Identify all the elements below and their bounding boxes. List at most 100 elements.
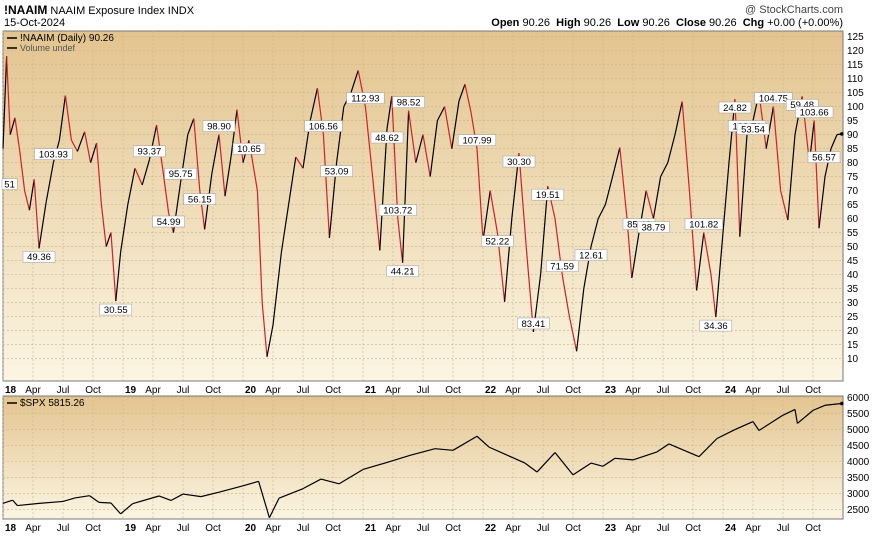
series-segment [105, 232, 112, 247]
series-segment [410, 448, 436, 456]
series-segment [488, 446, 508, 456]
series-segment [765, 106, 774, 149]
x-tick-label: Apr [385, 385, 401, 396]
series-segment [372, 176, 381, 251]
ohlc-readout: Open 90.26 High 90.26 Low 90.26 Close 90… [491, 17, 843, 29]
data-label: 19.51 [536, 190, 560, 201]
x-tick-label: 18 [5, 523, 17, 534]
data-label: 98.90 [207, 121, 231, 132]
legend-entry: Volume undef [20, 43, 76, 53]
series-segment [536, 452, 556, 473]
y-tick-label: 70 [847, 186, 859, 197]
y-tick-label: 90 [847, 130, 859, 141]
series-segment [660, 162, 669, 177]
data-label: 51 [4, 179, 15, 190]
series-segment [408, 110, 417, 163]
y-tick-label: 25 [847, 312, 859, 323]
series-segment [110, 232, 117, 302]
y-tick-label: 110 [847, 74, 863, 85]
series-segment [386, 96, 393, 130]
x-tick-label: Jul [657, 385, 670, 396]
series-segment [434, 448, 454, 451]
x-tick-label: Oct [85, 523, 101, 534]
y-tick-label: 3500 [847, 473, 870, 484]
chg-label: Chg [742, 17, 765, 29]
series-segment [597, 204, 606, 219]
data-label: 10.65 [237, 144, 261, 155]
data-label: 24.82 [723, 103, 747, 114]
exchange: INDX [167, 5, 195, 17]
x-tick-label: 22 [485, 385, 497, 396]
x-tick-label: Jul [777, 385, 790, 396]
series-segment [604, 176, 614, 205]
series-segment [90, 142, 98, 163]
chg-value: +0.00 (+0.00%) [767, 17, 843, 29]
x-tick-label: Oct [205, 523, 221, 534]
x-tick-label: Apr [265, 385, 281, 396]
data-label-box [1, 178, 18, 190]
series-segment [506, 454, 526, 464]
series-segment [96, 142, 102, 205]
series-segment [76, 131, 86, 152]
series-segment [824, 402, 842, 406]
series-segment [482, 190, 491, 241]
series-segment [134, 167, 143, 186]
index-name: NAAIM Exposure Index [50, 5, 165, 17]
series-segment [132, 495, 160, 505]
x-tick-label: Apr [745, 385, 761, 396]
data-label-box [502, 155, 536, 168]
low-value: 90.26 [642, 17, 670, 29]
symbol: !NAAIM [4, 3, 48, 17]
series-segment [2, 56, 8, 149]
data-label: 103.93 [39, 149, 68, 160]
y-tick-label: 120 [847, 46, 864, 57]
x-tick-label: Oct [85, 385, 101, 396]
series-segment [668, 443, 700, 458]
series-segment [734, 421, 754, 431]
data-label: 104.75 [759, 93, 788, 104]
data-label: 49.36 [27, 252, 51, 263]
data-label: 30.55 [104, 305, 128, 316]
series-segment [74, 495, 90, 499]
series-segment [364, 106, 374, 177]
x-tick-label: Apr [505, 385, 521, 396]
data-label: 93.37 [138, 147, 162, 158]
series-segment [787, 134, 796, 221]
data-label: 98.52 [397, 98, 421, 109]
close-label: Close [676, 17, 706, 29]
series-segment [464, 84, 472, 113]
series-segment [187, 118, 195, 135]
series-segment [309, 88, 318, 121]
data-label: 12.61 [579, 250, 603, 261]
series-segment [200, 491, 220, 498]
series-segment [258, 481, 270, 518]
series-segment [362, 461, 388, 471]
x-tick-label: Apr [385, 523, 401, 534]
series-segment [162, 168, 170, 214]
series-segment [62, 497, 76, 503]
series-segment [9, 117, 16, 135]
high-value: 90.26 [583, 17, 612, 29]
series-segment [19, 151, 26, 191]
series-segment [602, 457, 616, 467]
x-tick-label: Jul [57, 523, 70, 534]
y-tick-label: 75 [847, 172, 859, 183]
x-tick-label: Apr [265, 523, 281, 534]
y-tick-label: 50 [847, 242, 859, 253]
series-segment [524, 462, 538, 473]
series-segment [716, 429, 736, 440]
y-tick-label: 2500 [847, 505, 870, 516]
x-tick-label: Apr [25, 385, 41, 396]
data-label: 103.72 [383, 205, 412, 216]
y-tick-label: 30 [847, 298, 859, 309]
y-tick-label: 115 [847, 60, 863, 71]
data-label: 106.56 [309, 121, 338, 132]
x-tick-label: Oct [205, 385, 221, 396]
x-tick-label: Jul [297, 523, 310, 534]
x-tick-label: Apr [625, 385, 641, 396]
x-tick-label: 21 [365, 523, 377, 534]
series-segment [422, 134, 431, 177]
series-segment [782, 408, 796, 416]
series-segment [115, 252, 122, 302]
series-segment [141, 159, 150, 186]
